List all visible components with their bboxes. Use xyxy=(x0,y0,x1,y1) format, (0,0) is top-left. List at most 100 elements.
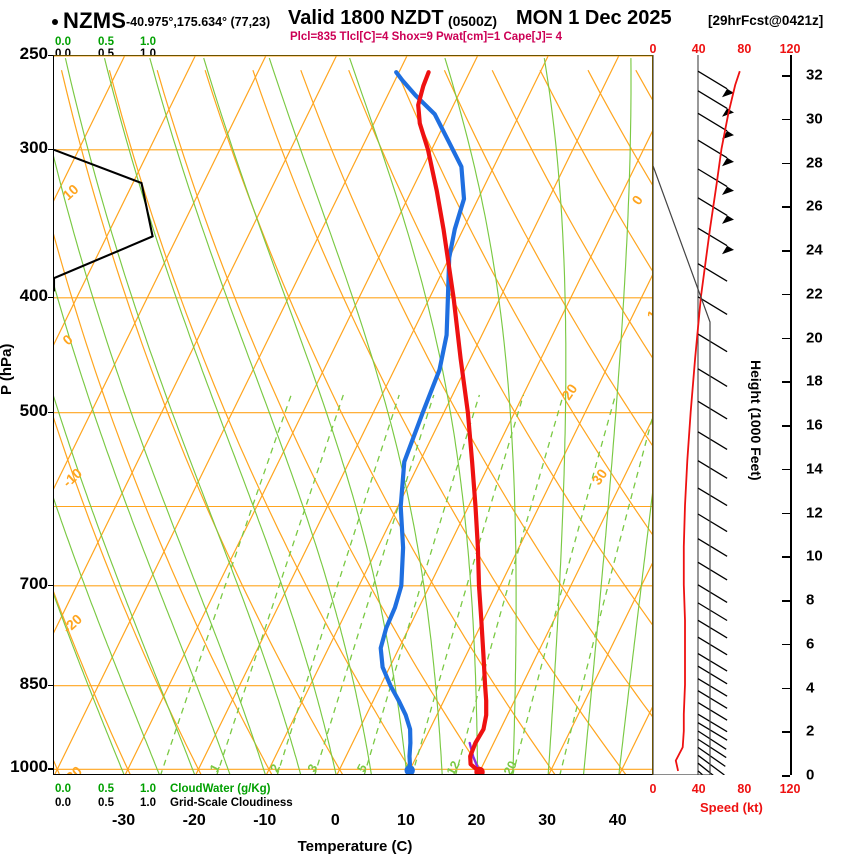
mixing-ratio-line xyxy=(411,394,525,774)
wind-speed-canvas xyxy=(653,55,741,775)
speed-axis-title: Speed (kt) xyxy=(700,800,763,815)
height-tick xyxy=(782,250,790,252)
wind-barb-pennant xyxy=(722,245,734,255)
wind-barb-shaft xyxy=(697,139,728,159)
height-label: 20 xyxy=(806,329,823,346)
dry-adiabat-line xyxy=(54,233,273,774)
temperature-trace xyxy=(416,70,489,774)
dry-adiabat-line xyxy=(539,69,652,272)
dry-adiabat-line xyxy=(108,70,414,774)
height-label: 22 xyxy=(806,285,823,303)
wind-barb-shaft xyxy=(697,168,728,188)
height-tick xyxy=(782,468,790,471)
wind-barb xyxy=(697,70,734,98)
height-label: 28 xyxy=(806,154,823,171)
mixing-ratio-line xyxy=(216,394,344,774)
isotherm-line xyxy=(54,56,337,634)
mixing-ratio-label: 20 xyxy=(501,759,520,775)
speed-label-bottom: 80 xyxy=(737,782,752,796)
cloudwater-bottom-tick: 0.5 xyxy=(98,783,114,795)
pressure-label: 700 xyxy=(19,573,48,593)
height-tick xyxy=(782,687,790,690)
wind-barb xyxy=(697,746,726,767)
pressure-tick xyxy=(48,411,54,413)
height-label: 24 xyxy=(806,241,823,259)
dewpoint-trace xyxy=(378,70,467,774)
wind-barb xyxy=(697,139,734,167)
dry-adiabat-line xyxy=(156,70,485,774)
isotherm-line xyxy=(54,56,408,774)
cloudiness-bottom-tick: 1.0 xyxy=(140,797,156,809)
moist-adiabat-line xyxy=(54,593,125,774)
wind-barb-shaft xyxy=(697,400,728,420)
wind-barb-shaft xyxy=(697,738,727,759)
mixing-ratio-line xyxy=(276,394,400,774)
dry-adiabat-line xyxy=(60,70,344,774)
height-tick xyxy=(782,293,790,296)
station-id: NZMS xyxy=(63,8,127,33)
zulu-time: (0500Z) xyxy=(448,13,498,29)
wind-barb xyxy=(697,730,727,750)
height-tick xyxy=(782,206,790,208)
pressure-tick xyxy=(48,584,54,587)
wind-barb xyxy=(697,333,728,353)
temperature-label: 0 xyxy=(330,812,340,829)
wind-barb-shaft xyxy=(697,227,728,247)
height-tick xyxy=(782,731,790,733)
wind-barb-pennant xyxy=(722,88,734,98)
isotherm-line xyxy=(195,56,549,774)
cloudwater-top-tick: 1.0 xyxy=(140,36,156,48)
wind-barb-shaft xyxy=(697,333,728,353)
header: NZMS -40.975°,175.634° (77,23) Valid 180… xyxy=(0,0,850,46)
cloudwater-top-tick: 0.0 xyxy=(55,36,71,48)
pressure-label: 1000 xyxy=(10,757,48,777)
wind-barb xyxy=(697,678,728,697)
wind-barb xyxy=(697,112,734,140)
temperature-label: -20 xyxy=(182,812,206,829)
pressure-tick xyxy=(48,684,54,687)
moist-adiabat-line xyxy=(54,395,196,774)
wind-barb-shaft xyxy=(697,296,728,315)
wind-barb xyxy=(697,538,728,557)
dry-adiabat-label: 30 xyxy=(588,466,610,488)
forecast-hour: [29hrFcst@0421z] xyxy=(708,13,824,28)
wind-barb-shaft xyxy=(697,746,726,767)
speed-label-top: 0 xyxy=(649,42,657,56)
wind-barb xyxy=(697,487,728,507)
valid-date: MON 1 Dec 2025 xyxy=(516,7,672,29)
wind-barb xyxy=(697,713,728,733)
isotherm-line xyxy=(124,56,479,774)
moist-adiabat-line xyxy=(64,57,302,774)
valid-time: Valid 1800 NZDT xyxy=(288,7,444,29)
dry-adiabat-line xyxy=(54,591,131,774)
temperature-label: 10 xyxy=(397,812,415,829)
temperature-axis-title: Temperature (C) xyxy=(297,838,413,855)
wind-barb-shaft xyxy=(697,754,725,775)
dry-adiabat-label: 0 xyxy=(628,192,646,208)
height-label: 18 xyxy=(806,372,823,390)
height-label: 6 xyxy=(806,635,815,653)
pressure-label: 300 xyxy=(19,137,48,157)
moist-adiabat-line xyxy=(203,57,408,774)
cloudwater-legend-title: CloudWater (g/Kg) xyxy=(170,783,271,795)
wind-barb-shaft xyxy=(697,538,728,557)
wind-barb-shaft xyxy=(697,762,714,775)
wind-barb xyxy=(697,431,728,450)
height-tick xyxy=(782,75,790,77)
wind-barb-shaft xyxy=(697,368,728,387)
station-marker-dot xyxy=(52,19,58,25)
mixing-ratio-line xyxy=(160,394,292,774)
wind-barb-shaft xyxy=(697,722,728,741)
wind-barb xyxy=(697,584,728,603)
pressure-label: 500 xyxy=(19,400,48,420)
wind-barb-pennant xyxy=(722,157,734,167)
cloudiness-trace xyxy=(54,148,154,292)
wind-barb-shaft xyxy=(697,90,728,109)
isotherm-line xyxy=(548,562,652,774)
wind-barb-shaft xyxy=(697,713,728,733)
isotherm-line xyxy=(54,56,196,346)
wind-barb-shaft xyxy=(697,561,728,581)
moist-adiabat-line xyxy=(444,57,517,774)
stability-indices: Plcl=835 Tlcl[C]=4 Shox=9 Pwat[cm]=1 Cap… xyxy=(290,31,562,43)
